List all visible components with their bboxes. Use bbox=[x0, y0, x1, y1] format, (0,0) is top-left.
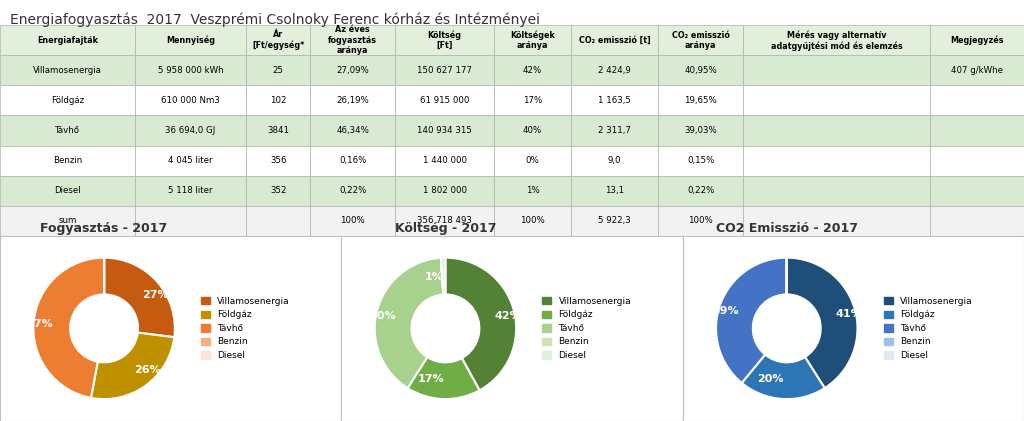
Title: Fogyasztás - 2017: Fogyasztás - 2017 bbox=[41, 221, 168, 234]
Text: 42%: 42% bbox=[495, 311, 521, 321]
Wedge shape bbox=[741, 354, 824, 399]
Text: 41%: 41% bbox=[836, 309, 862, 319]
Wedge shape bbox=[441, 258, 445, 295]
Text: 40%: 40% bbox=[370, 311, 396, 321]
Title: Költség - 2017: Költség - 2017 bbox=[394, 221, 497, 234]
Wedge shape bbox=[34, 258, 104, 398]
Legend: Villamosenergia, Földgáz, Távhő, Benzin, Diesel: Villamosenergia, Földgáz, Távhő, Benzin,… bbox=[539, 293, 635, 363]
Text: 27%: 27% bbox=[142, 290, 169, 300]
Text: 26%: 26% bbox=[134, 365, 161, 375]
Title: CO2 Emisszió - 2017: CO2 Emisszió - 2017 bbox=[716, 221, 858, 234]
Text: 20%: 20% bbox=[757, 374, 783, 384]
Text: 39%: 39% bbox=[713, 306, 739, 316]
Legend: Villamosenergia, Földgáz, Távhő, Benzin, Diesel: Villamosenergia, Földgáz, Távhő, Benzin,… bbox=[198, 293, 294, 363]
Text: Energiafogyasztás  2017  Veszprémi Csolnoky Ferenc kórház és Intézményei: Energiafogyasztás 2017 Veszprémi Csolnok… bbox=[10, 13, 541, 27]
Wedge shape bbox=[91, 333, 174, 399]
Wedge shape bbox=[104, 258, 175, 337]
Text: 1%: 1% bbox=[425, 272, 443, 282]
Wedge shape bbox=[408, 357, 479, 399]
Text: 47%: 47% bbox=[27, 319, 53, 329]
Wedge shape bbox=[441, 258, 443, 295]
Wedge shape bbox=[716, 258, 786, 383]
Text: 17%: 17% bbox=[417, 374, 443, 384]
Wedge shape bbox=[375, 258, 443, 388]
Wedge shape bbox=[445, 258, 516, 390]
Wedge shape bbox=[786, 258, 857, 388]
Legend: Villamosenergia, Földgáz, Távhő, Benzin, Diesel: Villamosenergia, Földgáz, Távhő, Benzin,… bbox=[880, 293, 976, 363]
